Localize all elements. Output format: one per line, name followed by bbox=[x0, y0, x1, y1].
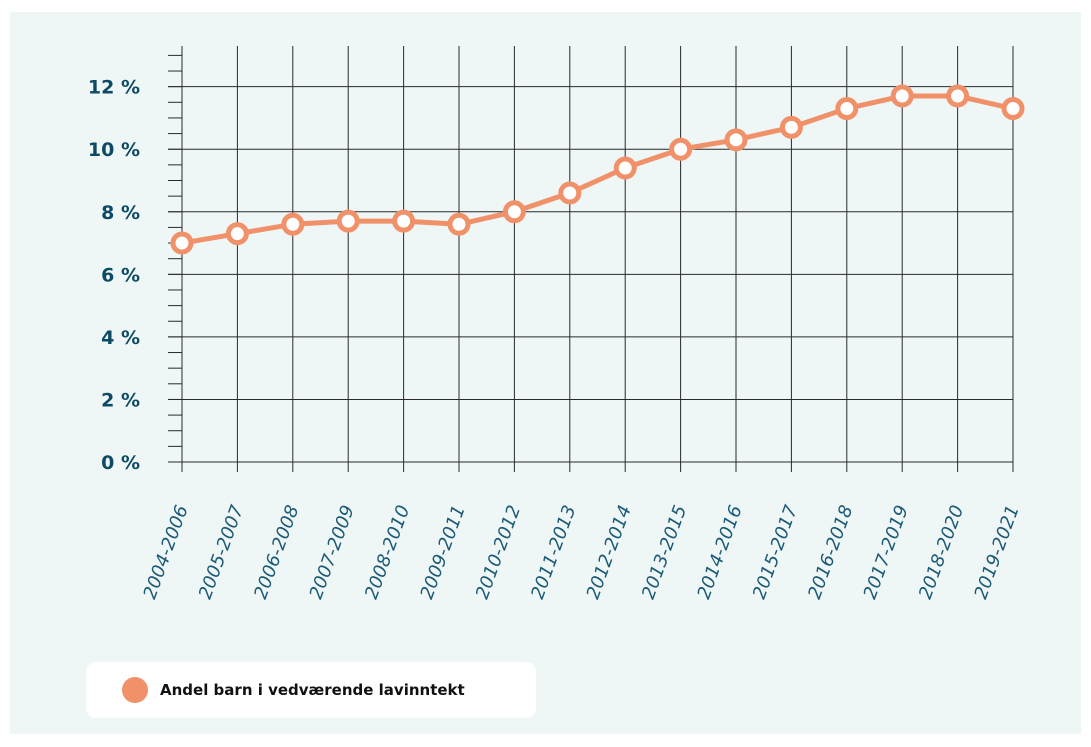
legend-swatch bbox=[122, 677, 148, 703]
y-tick-label: 6 % bbox=[101, 264, 140, 286]
x-tick-label: 2015-2017 bbox=[749, 502, 802, 602]
data-point bbox=[502, 200, 526, 224]
x-tick-label: 2012-2014 bbox=[583, 503, 636, 602]
data-point bbox=[835, 97, 859, 121]
data-point bbox=[890, 84, 914, 108]
y-tick-label: 0 % bbox=[101, 452, 140, 474]
x-tick-label: 2007-2009 bbox=[306, 503, 359, 602]
data-point bbox=[724, 128, 748, 152]
x-tick-label: 2006-2008 bbox=[250, 503, 303, 602]
x-tick-label: 2017-2019 bbox=[860, 503, 913, 602]
data-point bbox=[447, 212, 471, 236]
x-tick-label: 2013-2015 bbox=[638, 503, 691, 602]
x-tick-label: 2009-2011 bbox=[416, 503, 469, 602]
y-tick-label: 4 % bbox=[101, 327, 140, 349]
data-point bbox=[1001, 97, 1025, 121]
x-tick-label: 2011-2013 bbox=[527, 503, 580, 602]
legend: Andel barn i vedværende lavinntekt bbox=[86, 662, 536, 718]
y-tick-label: 12 % bbox=[88, 77, 140, 99]
data-point bbox=[281, 212, 305, 236]
x-tick-label: 2010-2012 bbox=[472, 503, 525, 602]
x-tick-label: 2019-2021 bbox=[970, 503, 1023, 602]
legend-label: Andel barn i vedværende lavinntekt bbox=[160, 681, 465, 699]
data-point bbox=[669, 137, 693, 161]
x-tick-label: 2016-2018 bbox=[804, 503, 857, 602]
y-tick-label: 8 % bbox=[101, 202, 140, 224]
data-point bbox=[613, 156, 637, 180]
y-tick-label: 10 % bbox=[88, 139, 140, 161]
x-tick-label: 2004-2006 bbox=[139, 503, 192, 602]
data-point bbox=[170, 231, 194, 255]
data-point bbox=[336, 209, 360, 233]
x-tick-label: 2018-2020 bbox=[915, 503, 968, 602]
x-tick-label: 2014-2016 bbox=[693, 503, 746, 602]
x-tick-label: 2005-2007 bbox=[195, 502, 248, 602]
x-tick-label: 2008-2010 bbox=[361, 503, 414, 602]
data-point bbox=[946, 84, 970, 108]
data-point bbox=[392, 209, 416, 233]
data-point bbox=[779, 115, 803, 139]
y-tick-label: 2 % bbox=[101, 389, 140, 411]
series-line bbox=[181, 93, 1014, 246]
data-point bbox=[225, 222, 249, 246]
data-point bbox=[558, 181, 582, 205]
